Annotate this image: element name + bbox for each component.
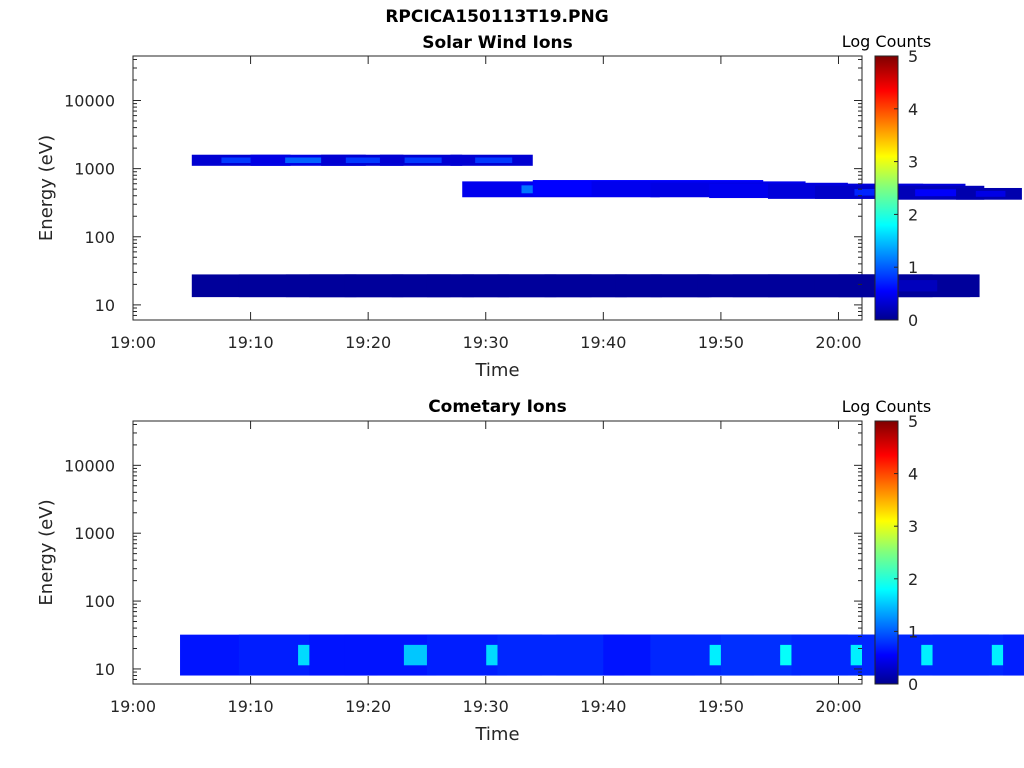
x-tick-label: 19:50: [698, 697, 744, 716]
x-tick-label: 19:00: [110, 333, 156, 352]
y-tick-label: 10000: [64, 92, 115, 111]
colorbar-tick-label: 4: [908, 465, 918, 484]
colorbar-label: Log Counts: [842, 397, 932, 416]
x-tick-label: 19:00: [110, 697, 156, 716]
data-block-core: [877, 280, 938, 292]
colorbar-tick-label: 0: [908, 311, 918, 330]
x-tick-label: 19:10: [228, 333, 274, 352]
y-tick-label: 10000: [64, 456, 115, 475]
x-axis-label: Time: [474, 360, 519, 381]
x-axis-label: Time: [474, 724, 519, 745]
colorbar-gradient: [874, 420, 899, 685]
colorbar-tick-label: 3: [908, 153, 918, 172]
y-tick-label: 10: [95, 660, 115, 679]
data-block-core: [475, 157, 513, 164]
data-block: [1003, 634, 1024, 676]
colorbar-tick-label: 4: [908, 100, 918, 119]
data-block-core: [345, 157, 383, 164]
x-tick-label: 19:50: [698, 333, 744, 352]
x-tick-label: 19:10: [228, 697, 274, 716]
y-tick-label: 10: [95, 296, 115, 315]
x-tick-label: 19:20: [345, 697, 391, 716]
x-tick-label: 19:40: [580, 697, 626, 716]
y-tick-label: 100: [84, 592, 115, 611]
data-block-core: [915, 189, 960, 197]
data-block-core: [285, 157, 338, 164]
colorbar-tick-label: 5: [908, 47, 918, 66]
panel-title: Solar Wind Ions: [422, 33, 573, 53]
y-axis-label: Energy (eV): [36, 135, 57, 241]
colorbar-tick-label: 3: [908, 517, 918, 536]
colorbar-tick-label: 1: [908, 622, 918, 641]
y-tick-label: 1000: [74, 524, 115, 543]
figure-title: RPCICA150113T19.PNG: [385, 7, 609, 27]
colorbar-tick-label: 2: [908, 570, 918, 589]
x-tick-label: 20:00: [815, 333, 861, 352]
data-block-core: [404, 157, 442, 164]
colorbar-tick-label: 2: [908, 205, 918, 224]
data-block-core: [975, 190, 1006, 197]
y-axis-label: Energy (eV): [36, 499, 57, 605]
x-tick-label: 19:20: [345, 333, 391, 352]
x-tick-label: 19:30: [463, 697, 509, 716]
colorbar-tick-label: 1: [908, 258, 918, 277]
data-blocks: [191, 154, 1022, 298]
colorbar-gradient: [874, 55, 899, 321]
y-tick-label: 100: [84, 228, 115, 247]
colorbar-tick-label: 5: [908, 412, 918, 431]
y-tick-label: 1000: [74, 160, 115, 179]
colorbar-tick-label: 0: [908, 675, 918, 694]
x-tick-label: 20:00: [815, 697, 861, 716]
panel-title: Cometary Ions: [428, 397, 567, 417]
x-tick-label: 19:40: [580, 333, 626, 352]
x-tick-label: 19:30: [463, 333, 509, 352]
colorbar-label: Log Counts: [842, 32, 932, 51]
data-block-core: [221, 157, 266, 164]
